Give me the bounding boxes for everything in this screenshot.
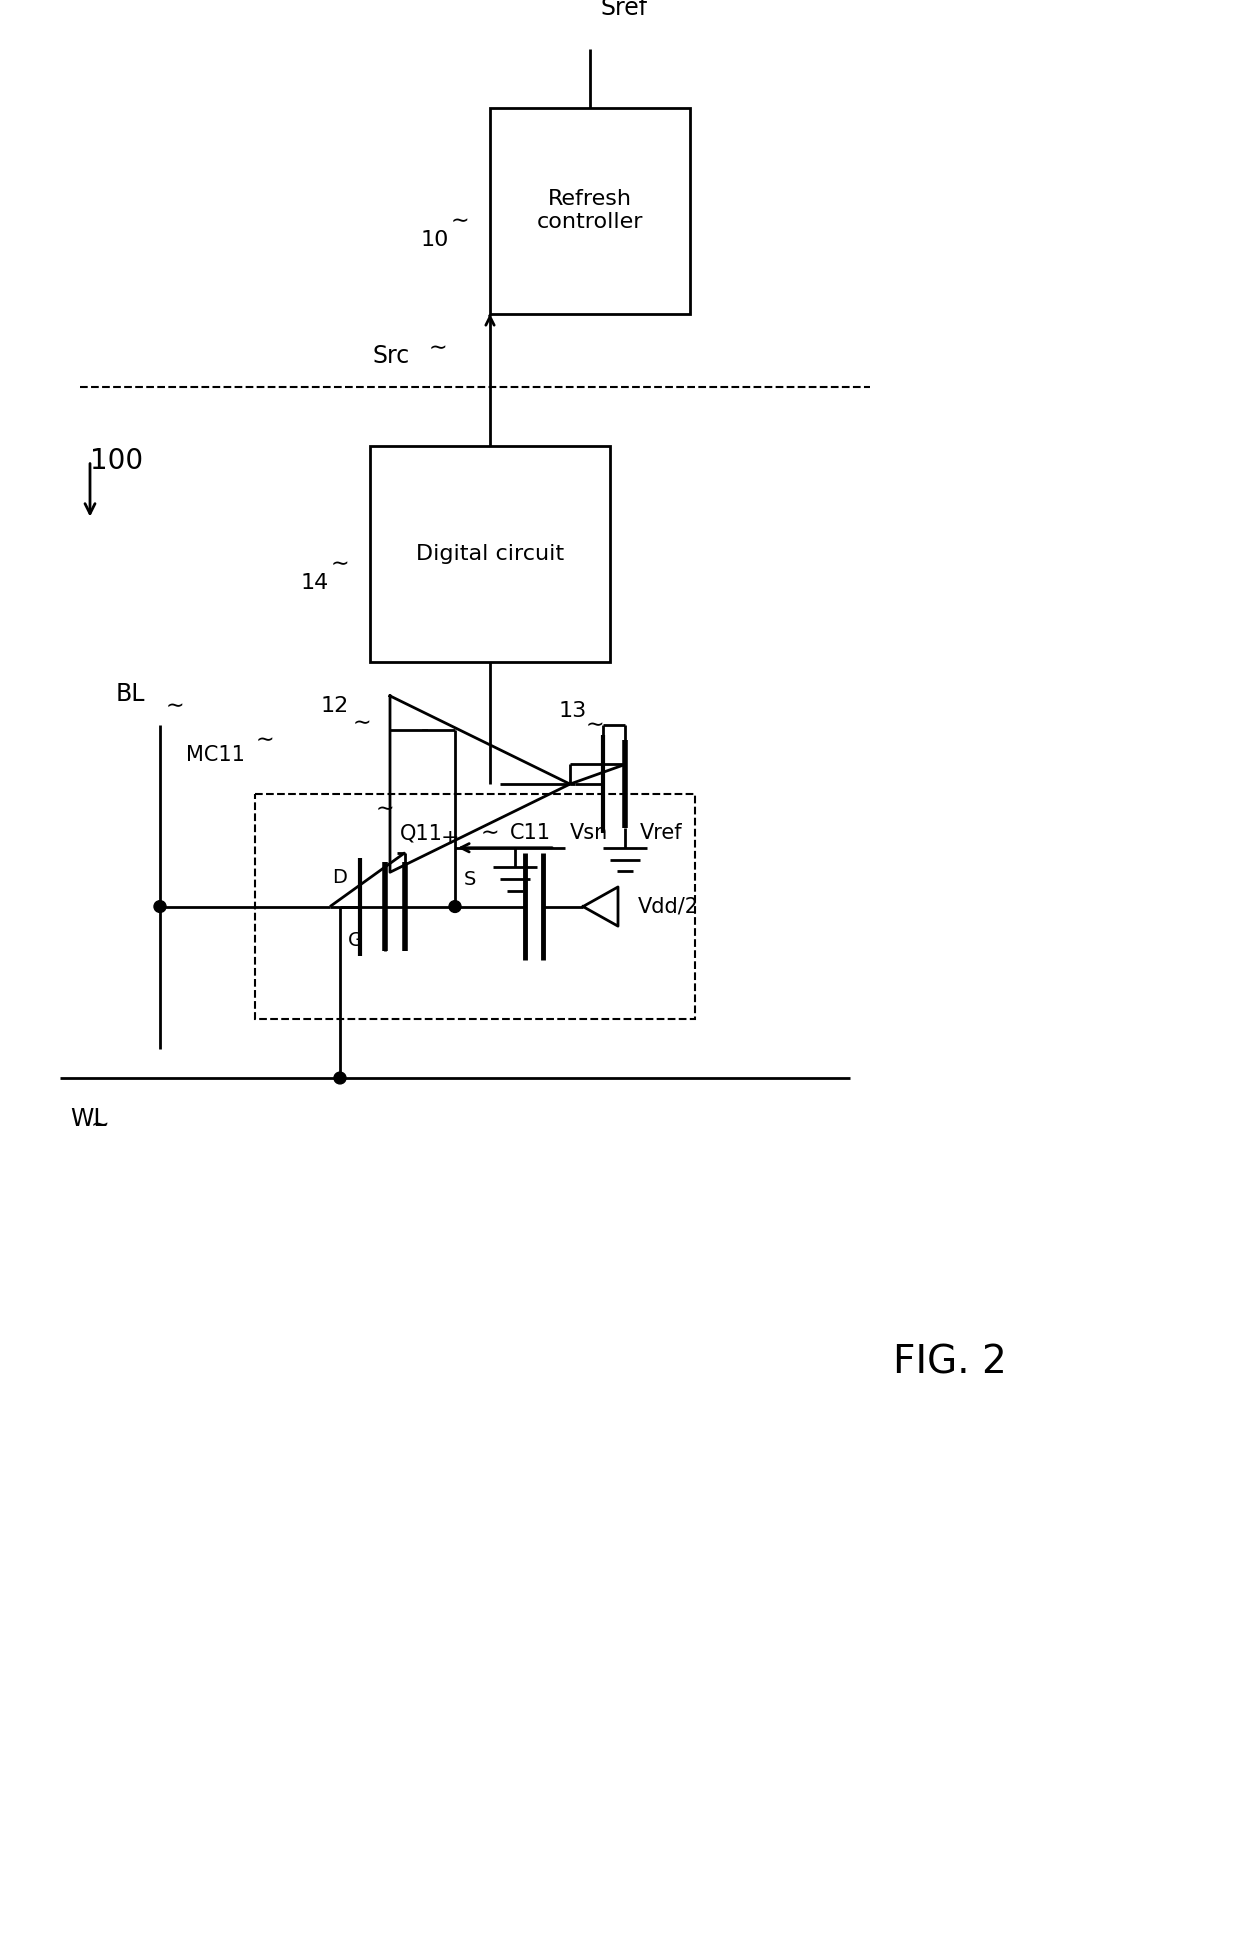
Bar <box>490 107 689 314</box>
Text: 14: 14 <box>301 572 329 594</box>
Text: Digital circuit: Digital circuit <box>415 543 564 564</box>
Circle shape <box>334 1072 346 1084</box>
Text: WL: WL <box>69 1107 107 1131</box>
Text: Vdd/2: Vdd/2 <box>639 896 699 916</box>
Text: 12: 12 <box>321 695 350 715</box>
Text: Src: Src <box>373 344 410 367</box>
Text: ∼: ∼ <box>585 715 604 734</box>
Text: ∼: ∼ <box>331 553 350 574</box>
Text: ∼: ∼ <box>352 713 371 732</box>
Text: ∼: ∼ <box>166 695 185 715</box>
Text: +: + <box>440 828 459 848</box>
Text: D: D <box>332 867 347 887</box>
Text: Sref: Sref <box>600 0 647 20</box>
Text: MC11: MC11 <box>186 744 246 766</box>
Text: 10: 10 <box>420 230 449 250</box>
Text: G: G <box>347 932 362 951</box>
Text: S: S <box>464 869 476 889</box>
Circle shape <box>449 900 461 912</box>
Text: 100: 100 <box>91 447 143 475</box>
Text: Refresh
controller: Refresh controller <box>537 189 644 232</box>
Text: 13: 13 <box>559 701 587 721</box>
Text: ∼: ∼ <box>255 730 274 750</box>
Text: ∼: ∼ <box>481 822 500 844</box>
Text: C11: C11 <box>510 822 551 844</box>
Text: Vref: Vref <box>640 824 683 844</box>
Text: ∼: ∼ <box>91 1115 109 1135</box>
Text: Q11: Q11 <box>401 822 443 844</box>
Circle shape <box>154 900 166 912</box>
Text: BL: BL <box>115 682 145 705</box>
Text: ∼: ∼ <box>376 799 394 818</box>
Bar <box>255 793 694 1019</box>
Text: ∼: ∼ <box>450 211 469 230</box>
Bar <box>370 445 610 662</box>
Text: FIG. 2: FIG. 2 <box>893 1344 1007 1381</box>
Text: ∼: ∼ <box>429 338 448 357</box>
Text: -: - <box>420 721 429 740</box>
Text: Vsn: Vsn <box>570 822 609 844</box>
